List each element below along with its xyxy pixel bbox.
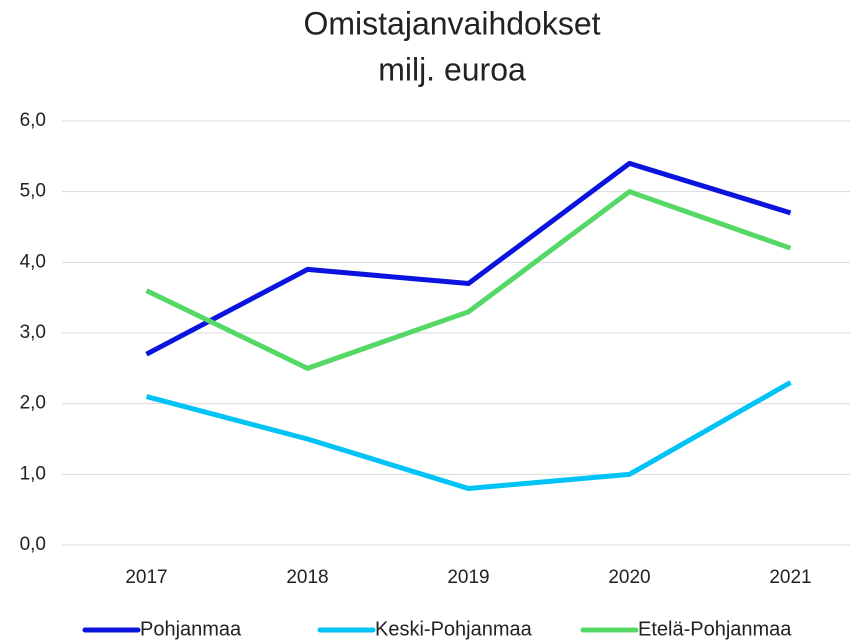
- chart-subtitle: milj. euroa: [378, 51, 526, 87]
- legend-label: Etelä-Pohjanmaa: [638, 618, 792, 640]
- x-tick-label: 2017: [125, 567, 167, 588]
- y-tick-label: 4,0: [20, 251, 46, 272]
- y-tick-label: 0,0: [20, 534, 46, 555]
- legend-label: Pohjanmaa: [140, 618, 242, 640]
- x-tick-label: 2020: [608, 567, 650, 588]
- series-line: [145, 380, 792, 491]
- x-tick-label: 2018: [286, 567, 328, 588]
- y-tick-label: 5,0: [20, 181, 46, 202]
- chart-title: Omistajanvaihdokset: [303, 5, 600, 41]
- y-tick-label: 2,0: [20, 393, 46, 414]
- y-tick-label: 6,0: [20, 110, 46, 131]
- legend-label: Keski-Pohjanmaa: [375, 618, 533, 640]
- y-tick-label: 3,0: [20, 322, 46, 343]
- x-tick-label: 2021: [769, 567, 811, 588]
- series-line: [145, 160, 792, 357]
- x-tick-label: 2019: [447, 567, 489, 588]
- series-line: [145, 189, 792, 371]
- y-tick-label: 1,0: [20, 463, 46, 484]
